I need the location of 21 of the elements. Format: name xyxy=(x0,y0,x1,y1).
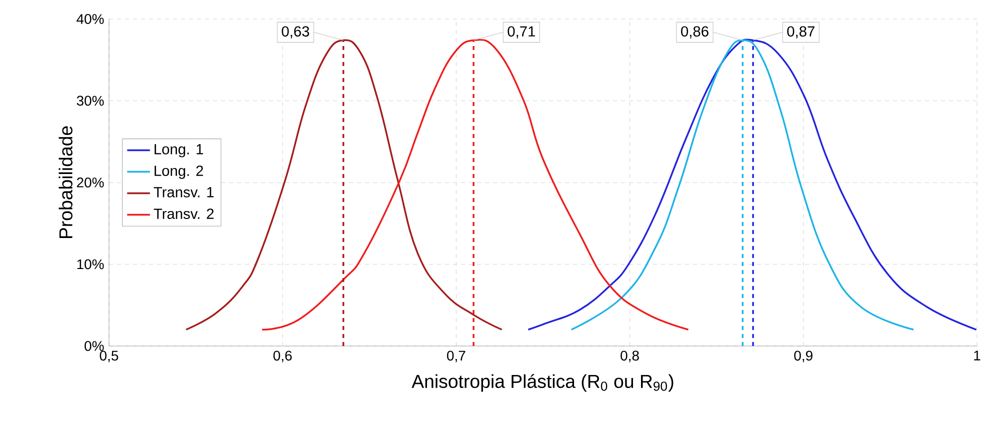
legend-label: Transv. 1 xyxy=(154,187,214,198)
x-tick-label: 0,5 xyxy=(100,350,118,362)
legend-label: Long. 2 xyxy=(154,166,203,179)
y-axis-title: Probabilidade xyxy=(58,126,72,238)
y-tick-label: 30% xyxy=(76,96,104,106)
y-tick-label: 40% xyxy=(76,14,104,24)
annotation: 0,71 xyxy=(508,26,535,38)
legend-label: Long. 1 xyxy=(154,144,204,158)
y-tick-label: 20% xyxy=(76,178,104,188)
y-tick-label: 10% xyxy=(77,259,104,270)
x-tick-label: 1 xyxy=(974,350,980,360)
x-tick-label: 0,7 xyxy=(447,350,466,362)
x-axis-title: Anisotropia Plástica (R$_{0}$ ou R$_{90}$) xyxy=(412,374,674,392)
annotation: 0,86 xyxy=(681,26,708,38)
x-tick-label: 0,6 xyxy=(273,350,292,362)
annotation: 0,87 xyxy=(787,26,814,38)
x-tick-label: 0,9 xyxy=(794,350,812,362)
annotation: 0,63 xyxy=(282,26,310,38)
y-tick-label: 0% xyxy=(84,341,104,351)
legend-label: Transv. 2 xyxy=(154,208,214,219)
x-tick-label: 0,8 xyxy=(620,350,639,362)
